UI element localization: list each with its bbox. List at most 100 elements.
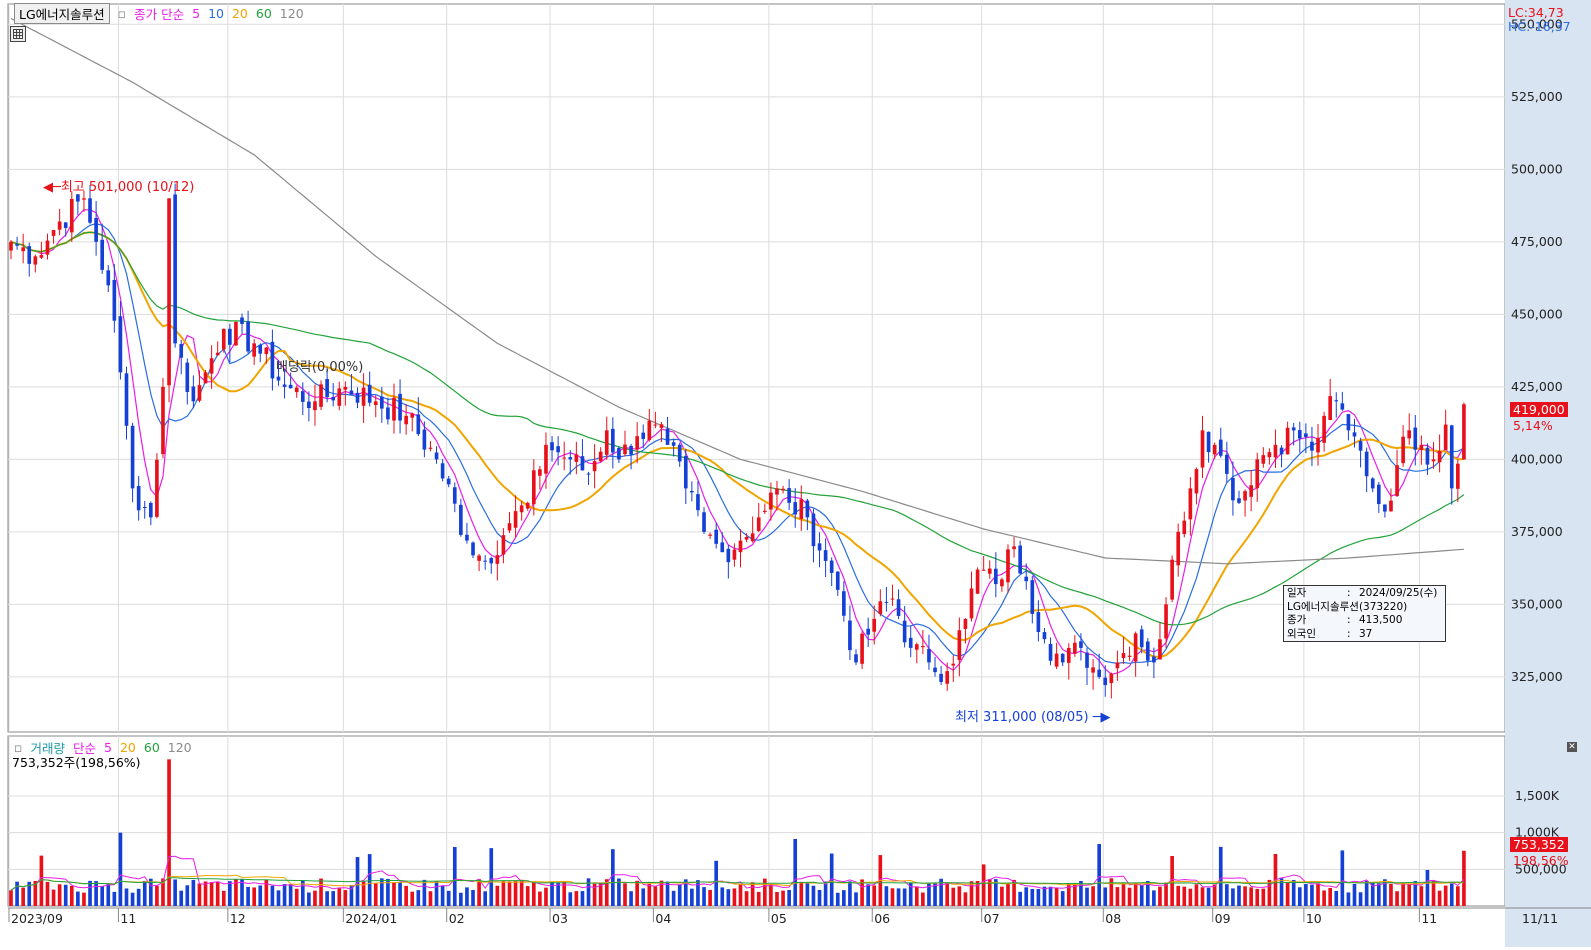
table-grid-icon[interactable] — [10, 26, 26, 42]
x-tick-label: 05 — [771, 911, 787, 926]
candle-body — [908, 637, 913, 648]
volume-bar — [562, 881, 567, 906]
volume-bar — [519, 879, 524, 906]
volume-legend: ▫ 거래량 단순 5 20 60 120 — [14, 738, 192, 757]
volume-bar — [1249, 887, 1253, 906]
volume-bar — [769, 884, 773, 906]
volume-bar — [1358, 892, 1363, 906]
candle-body — [550, 442, 554, 451]
ma10-label: 10 — [208, 6, 224, 21]
volume-bar — [446, 890, 451, 906]
candle-body — [811, 513, 816, 547]
candle-body — [9, 241, 13, 251]
volume-bar — [1334, 890, 1339, 906]
candle-body — [890, 598, 895, 600]
candle-body — [1060, 653, 1065, 663]
volume-bar — [1437, 890, 1442, 906]
volume-bar — [465, 887, 469, 906]
candle-body — [677, 444, 682, 462]
volume-bar — [33, 880, 38, 906]
price-tick-label: 450,000 — [1511, 306, 1563, 321]
price-tick-label: 475,000 — [1511, 234, 1563, 249]
volume-bar — [1310, 884, 1314, 906]
price-change-tag: 5,14% — [1513, 418, 1553, 433]
candle-body — [896, 599, 901, 616]
candle-body — [1218, 439, 1223, 456]
candle-body — [1310, 441, 1314, 451]
candle-body — [118, 316, 123, 373]
volume-bars — [9, 759, 1466, 906]
candle-body — [1054, 653, 1059, 667]
candle-body — [276, 376, 281, 381]
volume-bar — [1376, 883, 1381, 906]
candle-body — [1030, 580, 1035, 614]
volume-bar — [1456, 886, 1460, 906]
candle-body — [981, 569, 986, 571]
candle-body — [1413, 427, 1418, 450]
volume-bar — [1012, 879, 1016, 906]
candle-body — [45, 240, 50, 255]
candle-body — [452, 487, 457, 504]
candle-body — [191, 386, 196, 402]
candle-body — [744, 536, 749, 540]
volume-bar — [744, 891, 749, 906]
candle-body — [1383, 504, 1387, 512]
volume-bar — [1006, 883, 1010, 906]
volume-bar — [1243, 886, 1247, 906]
volume-bar — [1048, 886, 1053, 906]
volume-bar — [829, 853, 834, 906]
volume-bar — [459, 892, 463, 906]
candle-body — [288, 384, 293, 389]
volume-bar — [264, 879, 269, 906]
candle-body — [1352, 432, 1357, 437]
candle-body — [215, 352, 220, 356]
candle-body — [300, 391, 305, 402]
volume-bar — [738, 883, 743, 906]
candle-body — [1206, 431, 1211, 453]
volume-bar — [294, 888, 299, 906]
volume-bar — [440, 885, 445, 906]
candle-body — [1297, 430, 1302, 439]
candle-body — [477, 555, 481, 561]
stock-name-box[interactable]: LG에너지솔루션 — [14, 3, 110, 24]
candle-body — [750, 533, 755, 542]
x-tick-label: 04 — [655, 911, 671, 926]
volume-bar — [908, 883, 913, 906]
candle-body — [1462, 404, 1466, 460]
candle-body — [987, 568, 992, 574]
volume-bar — [1054, 887, 1059, 906]
candle-body — [161, 386, 165, 455]
volume-bar — [1024, 887, 1029, 906]
axis-background — [1505, 0, 1591, 947]
volume-bar — [94, 881, 98, 906]
candle-body — [1158, 639, 1162, 660]
volume-bar — [702, 887, 706, 906]
volume-bar — [1401, 882, 1405, 906]
candle-body — [197, 385, 202, 401]
volume-bar — [112, 891, 117, 906]
vol-ma5-label: 5 — [104, 740, 112, 755]
volume-bar — [933, 882, 937, 906]
volume-bar — [167, 759, 171, 906]
candle-body — [228, 328, 232, 345]
candle-body — [1358, 441, 1363, 451]
volume-bar — [1018, 891, 1022, 906]
candle-body — [57, 221, 62, 230]
close-panel-icon[interactable]: ✕ — [1567, 742, 1577, 752]
candle-body — [1370, 478, 1375, 489]
candle-body — [428, 447, 433, 449]
candle-body — [957, 630, 962, 661]
lc-value: LC:34,73 — [1508, 5, 1564, 20]
volume-bar — [288, 884, 293, 906]
candle-body — [106, 270, 111, 286]
candle-body — [185, 362, 190, 392]
price-legend: LG에너지솔루션 ▫ 종가 단순 5 10 20 60 120 — [14, 3, 304, 24]
volume-bar — [380, 878, 384, 906]
candle-body — [914, 644, 919, 650]
candle-body — [367, 384, 372, 403]
candle-body — [1121, 653, 1126, 659]
candle-body — [1249, 485, 1253, 497]
volume-bar — [848, 881, 852, 906]
candle-body — [1139, 629, 1144, 648]
candle-body — [769, 492, 773, 510]
